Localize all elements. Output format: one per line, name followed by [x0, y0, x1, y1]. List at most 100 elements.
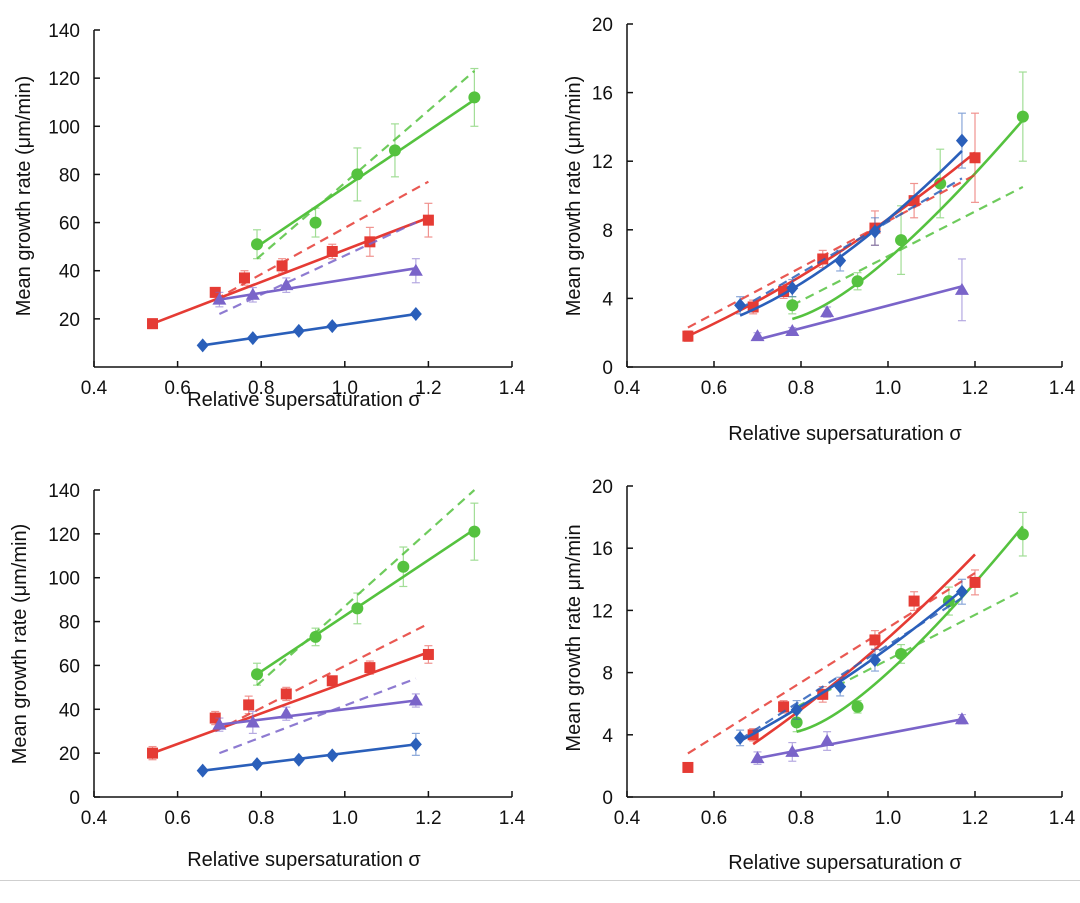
series-red-dashed-fit [687, 572, 976, 755]
series-red-point [209, 286, 221, 298]
x-axis-label: Relative supersaturation σ [728, 852, 962, 874]
y-tick-label: 20 [592, 477, 613, 498]
y-tick-label: 16 [592, 539, 613, 560]
y-tick-label: 60 [59, 214, 80, 235]
series-purple-point [408, 263, 423, 276]
y-ticks: 20 40 60 80 100 120 140 [48, 21, 100, 331]
series-blue-point [292, 323, 305, 338]
y-axis-label: Mean growth rate (μm/min) [13, 76, 35, 316]
series-blue-point [734, 298, 747, 313]
series-red-point [778, 286, 790, 298]
series-blue-fit-line [202, 743, 417, 772]
x-tick-label: 1.0 [332, 808, 358, 829]
series-red-dashed-fit [687, 173, 976, 329]
series-blue-point [734, 730, 747, 745]
series-green-point [468, 525, 481, 538]
series-green-point [895, 234, 908, 247]
series-red-point [276, 260, 288, 272]
series-blue-point [251, 757, 264, 772]
y-tick-label: 0 [602, 788, 613, 809]
series-red-point [326, 245, 338, 257]
series-green-point [251, 668, 264, 681]
series-purple-dashed-fit [218, 221, 417, 316]
series-green-dashed-fit [796, 589, 1024, 708]
x-ticks: 0.4 0.6 0.8 1.0 1.2 1.4 [614, 361, 1076, 399]
series-blue-point [326, 748, 339, 763]
x-tick-label: 0.6 [701, 378, 727, 399]
series-green-point [1016, 528, 1029, 541]
series-green-point [895, 647, 908, 660]
series-green-fit-line [791, 119, 1024, 321]
panel-marks [682, 511, 1029, 773]
y-tick-label: 20 [59, 310, 80, 331]
y-axis-label: Mean growth rate (μm/min) [9, 524, 31, 764]
series-green-point [309, 216, 322, 229]
x-tick-label: 0.8 [788, 808, 814, 829]
y-tick-label: 60 [59, 656, 80, 677]
x-tick-label: 1.0 [332, 378, 358, 399]
series-blue-point [790, 702, 803, 717]
x-tick-label: 1.4 [499, 808, 526, 829]
series-green-point [388, 144, 401, 157]
series-purple-dashed-fit [219, 677, 417, 755]
x-tick-label: 0.4 [81, 378, 108, 399]
y-tick-label: 20 [592, 15, 613, 36]
y-axis-label: Mean growth rate (μm/min) [563, 76, 585, 316]
series-red-point [969, 152, 981, 164]
y-tick-label: 0 [69, 788, 80, 809]
series-purple-point [820, 734, 835, 747]
panel-marks [147, 489, 481, 778]
x-tick-label: 1.0 [875, 378, 901, 399]
x-tick-label: 0.6 [164, 378, 190, 399]
y-tick-label: 0 [602, 358, 613, 379]
series-red-point [908, 595, 920, 607]
x-tick-label: 0.8 [248, 378, 274, 399]
y-ticks: 0 4 8 12 16 20 [592, 477, 633, 809]
series-red-fit-line [752, 553, 976, 746]
y-axis-label: Mean growth rate μm/min [563, 524, 585, 751]
y-tick-label: 8 [602, 221, 613, 242]
series-blue-dashed-fit [739, 177, 963, 310]
series-blue-point [196, 338, 209, 353]
series-green-point [851, 700, 864, 713]
series-green-point [309, 630, 322, 643]
series-purple-point [820, 305, 835, 318]
series-red-dashed-fit [214, 622, 429, 733]
x-tick-label: 0.8 [788, 378, 814, 399]
series-purple-point [245, 287, 260, 300]
series-purple-point [212, 717, 227, 730]
series-green-point [1016, 110, 1029, 123]
series-red-point [682, 761, 694, 773]
x-ticks: 0.4 0.6 0.8 1.0 1.2 1.4 [614, 791, 1076, 829]
x-tick-label: 0.4 [614, 378, 641, 399]
series-blue-point [834, 253, 847, 268]
x-tick-label: 1.0 [875, 808, 901, 829]
series-green-fit-line [256, 528, 476, 676]
series-red-point [747, 301, 759, 313]
x-tick-label: 1.2 [962, 808, 988, 829]
series-green-point [351, 602, 364, 615]
series-blue-point [246, 331, 259, 346]
y-tick-label: 20 [59, 744, 80, 765]
x-tick-label: 0.6 [164, 808, 190, 829]
series-blue-fit-line [202, 312, 417, 347]
series-purple-point [245, 715, 260, 728]
series-red-point [969, 576, 981, 588]
series-blue-point [409, 737, 422, 752]
x-tick-label: 1.2 [415, 808, 441, 829]
series-purple-point [212, 292, 227, 305]
panel-marks [682, 71, 1029, 342]
chart-panel-top-left: 0.4 0.6 0.8 1.0 1.2 1.4 20 40 60 80 100 120 140 Rel… [13, 21, 526, 411]
series-green-point [397, 560, 410, 573]
series-purple-point [785, 323, 800, 336]
series-red-point [778, 701, 790, 713]
series-red-point [364, 662, 376, 674]
series-red-fit-line [687, 151, 976, 338]
series-blue-fit-line [739, 589, 963, 743]
y-tick-label: 80 [59, 613, 80, 634]
x-tick-label: 0.4 [81, 808, 108, 829]
series-purple-point [408, 693, 423, 706]
series-red-point [243, 699, 255, 711]
series-blue-fit-line [739, 149, 963, 317]
